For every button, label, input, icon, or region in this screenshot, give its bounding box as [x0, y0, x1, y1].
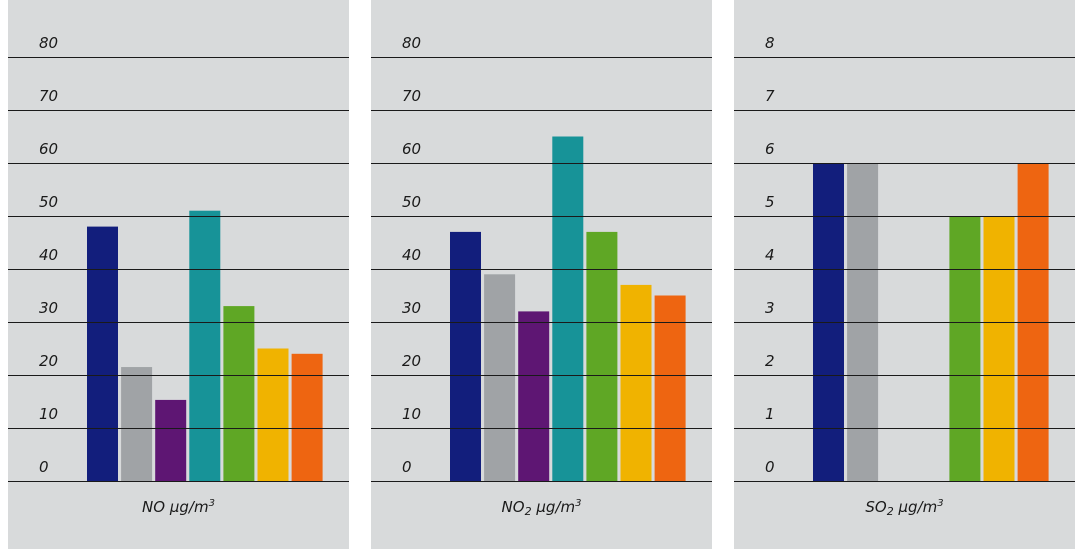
chart-panel-no: 0 10 20 30 40 50 60 70 80 NO µg/m3 [8, 0, 349, 549]
y-tick-label: 30 [402, 299, 421, 317]
bar [654, 295, 686, 481]
y-tick-label: 0 [39, 458, 49, 476]
y-tick-label: 80 [402, 34, 421, 52]
x-axis-label: SO2 µg/m3 [865, 498, 944, 518]
x-axis-label: NO2 µg/m3 [501, 498, 582, 518]
y-tick-label: 6 [765, 140, 775, 158]
y-tick-label: 20 [402, 352, 421, 370]
y-tick-label: 10 [402, 405, 421, 423]
bar [257, 348, 289, 481]
bar [291, 353, 323, 481]
y-tick-label: 40 [39, 246, 58, 264]
bar [189, 210, 221, 481]
bar [586, 231, 618, 481]
y-tick-label: 70 [402, 87, 421, 105]
bar [155, 399, 187, 481]
y-tick-label: 2 [765, 352, 775, 370]
y-tick-label: 1 [765, 405, 775, 423]
y-tick-label: 4 [765, 246, 775, 264]
bar [983, 216, 1015, 481]
bar [949, 216, 981, 481]
bar [121, 367, 153, 481]
y-tick-label: 8 [765, 34, 775, 52]
y-tick-label: 10 [39, 405, 58, 423]
y-tick-label: 20 [39, 352, 58, 370]
chart-no: 0 10 20 30 40 50 60 70 80 [8, 34, 349, 482]
y-tick-label: 40 [402, 246, 421, 264]
bar [450, 231, 481, 481]
chart-panel-no2: 0 10 20 30 40 50 60 70 80 NO2 µg/m3 [371, 0, 712, 549]
bar [87, 226, 118, 481]
y-tick-label: 7 [765, 87, 775, 105]
x-axis-label: NO µg/m3 [142, 498, 215, 516]
y-tick-label: 60 [39, 140, 58, 158]
bar [484, 274, 516, 481]
bar [620, 284, 652, 481]
y-tick-label: 50 [402, 193, 421, 211]
chart-no2: 0 10 20 30 40 50 60 70 80 [371, 34, 712, 482]
bar [223, 306, 255, 481]
y-tick-label: 5 [765, 193, 775, 211]
y-tick-label: 70 [39, 87, 58, 105]
bar [552, 136, 584, 481]
y-tick-label: 0 [402, 458, 412, 476]
y-tick-label: 50 [39, 193, 58, 211]
chart-so2: 0 1 2 3 4 5 6 7 8 [734, 34, 1075, 482]
y-tick-label: 30 [39, 299, 58, 317]
y-tick-label: 80 [39, 34, 58, 52]
chart-panel-so2: 0 1 2 3 4 5 6 7 8 SO2 µg/m3 [734, 0, 1075, 549]
bar [518, 311, 550, 481]
y-tick-label: 60 [402, 140, 421, 158]
y-tick-label: 0 [765, 458, 775, 476]
y-tick-label: 3 [765, 299, 775, 317]
